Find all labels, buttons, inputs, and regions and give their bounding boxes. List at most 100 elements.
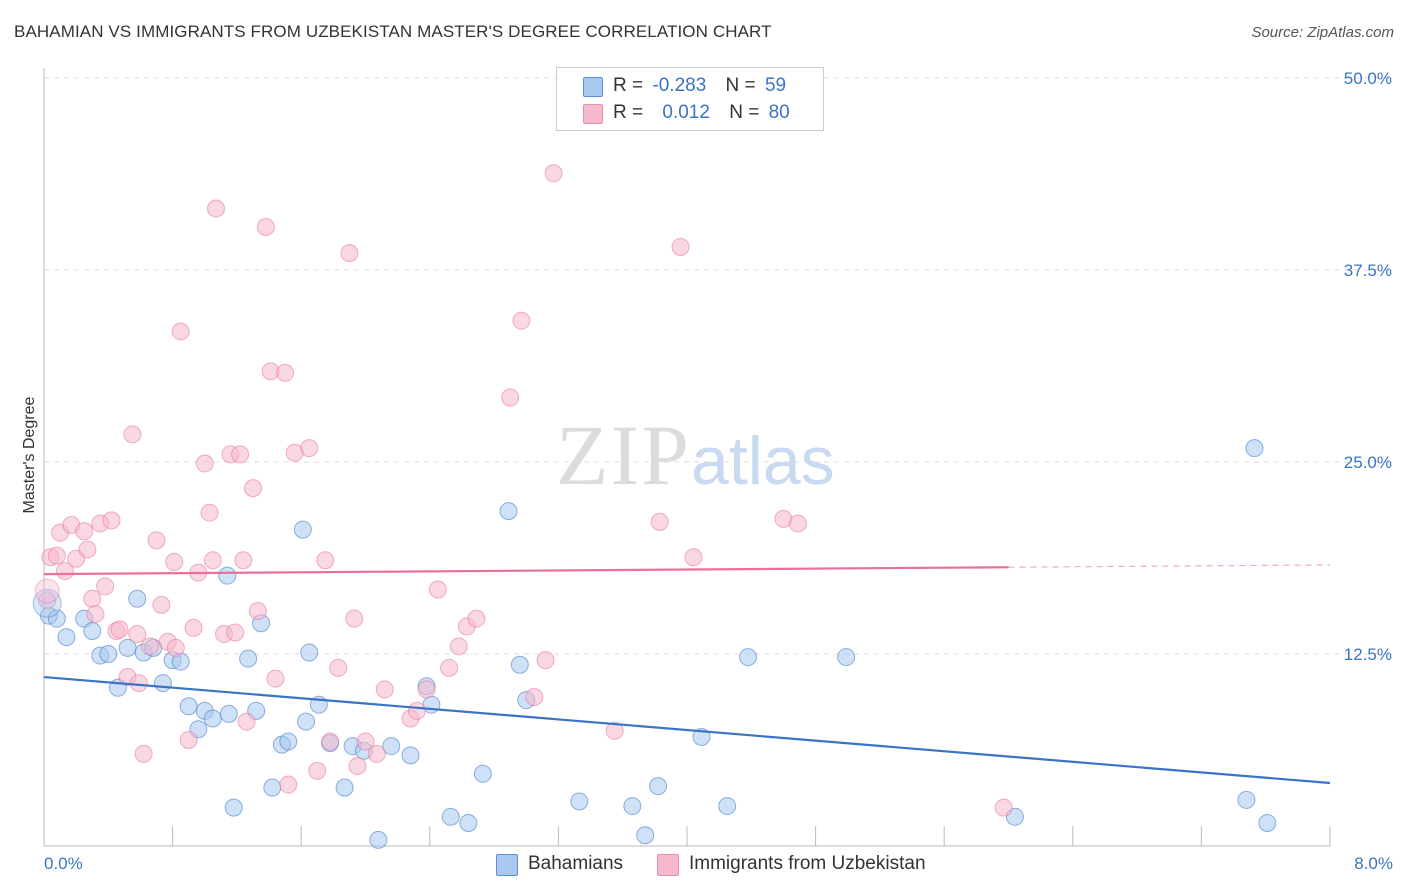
legend-r-value: -0.283 [652,75,707,96]
bottom-legend-swatch-pink [657,854,679,876]
legend-stats: R = -0.283 N = 59 [613,75,786,97]
data-point [263,778,282,797]
legend-n-label: N = [729,102,760,123]
data-point [279,732,298,751]
y-tick-label: 37.5% [1344,261,1392,280]
data-point [329,658,348,677]
data-point [718,797,737,816]
data-point [123,425,142,444]
data-point [179,697,198,716]
data-point [499,502,518,521]
data-point [321,732,340,751]
data-point [179,731,198,750]
data-point [440,658,459,677]
tick-labels: 12.5% 25.0% 37.5% 50.0% 0.0% 8.0% [44,69,1393,873]
data-point [512,311,531,330]
data-point [110,620,129,639]
data-point [501,388,520,407]
y-tick-label: 50.0% [1344,69,1392,88]
data-point [203,709,222,728]
trend-lines [43,564,1331,785]
data-point [184,618,203,637]
x-tick-label: 8.0% [1354,854,1393,873]
legend-n-label: N = [725,75,756,96]
data-point [837,648,856,667]
data-point [237,712,256,731]
data-point [226,623,245,642]
data-point [171,322,190,341]
watermark-zip: ZIP [556,407,691,503]
data-point [375,680,394,699]
data-point [128,625,147,644]
trend-line-uzbekistan-extension [1008,564,1331,568]
data-point [649,777,668,796]
data-point [605,721,624,740]
y-tick-label: 25.0% [1344,453,1392,472]
data-point [1237,790,1256,809]
data-point [650,512,669,531]
data-point [345,609,364,628]
data-point [467,609,486,628]
data-point [536,651,555,670]
data-point [147,531,166,550]
data-point [401,746,420,765]
bottom-legend-swatch-blue [496,854,518,876]
data-point [293,520,312,539]
data-point [276,363,295,382]
legend-n-value: 59 [764,75,787,96]
data-point [382,737,401,756]
trend-line-uzbekistan [43,566,1009,576]
data-point [83,589,102,608]
bottom-legend-label: Immigrants from Uzbekistan [689,853,926,874]
data-point [34,578,60,604]
data-point [47,609,66,628]
legend-r-label: R = [613,102,644,123]
data-point [367,744,386,763]
legend-r-label: R = [613,75,644,96]
data-point [195,454,214,473]
data-point [335,778,354,797]
data-point [219,704,238,723]
data-point [297,712,316,731]
data-point [348,757,367,776]
data-point [86,605,105,624]
data-point [57,628,76,647]
bottom-legend-label: Bahamians [528,853,624,874]
legend-n-value: 80 [768,102,790,123]
data-point [441,807,460,826]
data-point [788,514,807,533]
data-point [340,244,359,263]
data-point [428,580,447,599]
data-point [55,562,74,581]
data-point [207,199,226,218]
data-point [510,655,529,674]
data-point [99,645,118,663]
data-point [473,764,492,783]
data-point [279,775,298,794]
data-point [128,589,147,608]
data-point [417,680,436,699]
series-uzbekistan [38,164,1013,817]
data-point [83,621,102,640]
data-point [544,164,563,183]
watermark-atlas: atlas [691,423,835,499]
data-point [623,797,642,816]
data-point [459,813,478,832]
data-point [239,649,258,668]
correlation-legend: R = -0.283 N = 59 R = 0.012 N = 80 [556,67,824,131]
data-points [32,164,1277,849]
chart-title: BAHAMIAN VS IMMIGRANTS FROM UZBEKISTAN M… [14,22,772,41]
series-bahamians [39,439,1277,849]
trend-line-bahamians [43,675,1331,785]
data-point [203,551,222,570]
data-point [256,217,275,236]
data-point [218,566,237,585]
legend-stats: R = 0.012 N = 80 [613,102,790,124]
data-point [166,638,185,657]
data-point [243,479,262,498]
data-point [224,798,243,817]
data-point [308,761,327,780]
data-point [692,727,711,746]
data-point [994,798,1013,817]
